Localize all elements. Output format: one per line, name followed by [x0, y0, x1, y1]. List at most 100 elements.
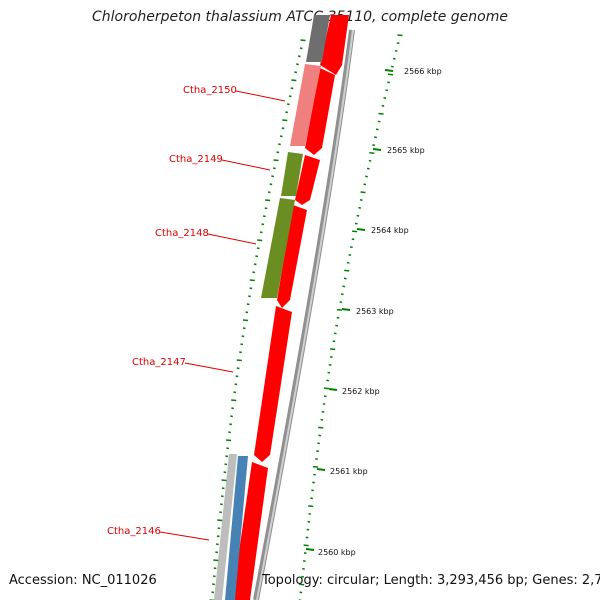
outer-tick	[303, 552, 307, 555]
outer-tick	[377, 120, 381, 123]
major-tick	[316, 468, 326, 471]
outer-tick	[322, 403, 326, 406]
inner-tick	[253, 263, 257, 266]
outer-tick	[323, 387, 329, 390]
gene-label[interactable]: Ctha_2147	[132, 357, 186, 368]
outer-tick	[346, 261, 350, 264]
inner-tick	[242, 319, 249, 322]
inner-tick	[226, 439, 232, 442]
outer-tick	[368, 159, 372, 162]
outer-tick	[392, 57, 396, 60]
major-tick	[341, 308, 351, 311]
inner-tick	[219, 511, 223, 514]
outer-tick	[366, 167, 370, 170]
outer-tick	[383, 97, 387, 100]
inner-tick	[294, 71, 298, 74]
map-title: Chloroherpeton thalassium ATCC 35110, co…	[92, 9, 508, 25]
gene-labels: Ctha_2150 Ctha_2149 Ctha_2148 Ctha_2147 …	[107, 85, 286, 541]
outer-tick	[302, 567, 305, 570]
major-tick	[356, 228, 366, 231]
inner-tick	[252, 271, 256, 274]
inner-tick	[217, 527, 221, 530]
inner-tick	[230, 415, 233, 418]
outer-tick	[356, 214, 360, 217]
kbp-label: 2563 kbp	[356, 307, 394, 316]
inner-tick	[249, 287, 253, 290]
inner-tick	[225, 455, 229, 458]
inner-tick	[248, 295, 251, 298]
outer-tick	[336, 316, 340, 319]
inner-tick	[269, 183, 273, 186]
inner-tick	[226, 447, 230, 450]
outer-tick	[332, 340, 336, 343]
inner-tick	[224, 463, 228, 466]
inner-tick	[296, 63, 299, 66]
inner-tick	[229, 423, 232, 426]
cog-feature-gray[interactable]	[214, 454, 237, 600]
outer-tick	[358, 206, 362, 209]
leader-line	[159, 531, 210, 541]
outer-tick	[307, 520, 311, 523]
outer-tick	[313, 473, 316, 476]
gene-arrow[interactable]	[295, 155, 320, 205]
leader-line	[184, 362, 234, 373]
kbp-label: 2564 kbp	[371, 226, 409, 235]
inner-tick	[299, 47, 303, 50]
outer-tick	[317, 442, 320, 445]
inner-tick	[246, 303, 250, 306]
inner-tick	[282, 119, 288, 122]
inner-tick	[245, 311, 249, 314]
outer-tick	[316, 450, 319, 453]
gene-label[interactable]: Ctha_2146	[107, 526, 161, 537]
cog-feature-olive[interactable]	[261, 198, 295, 298]
outer-tick	[327, 371, 331, 374]
cog-feature-blue[interactable]	[225, 456, 248, 600]
inner-tick	[213, 567, 217, 570]
cog-feature-gray[interactable]	[306, 15, 330, 62]
outer-tick	[312, 465, 319, 468]
outer-tick	[318, 426, 324, 429]
gene-label[interactable]: Ctha_2149	[169, 154, 223, 165]
outer-tick	[328, 363, 332, 366]
inner-tick	[271, 175, 275, 178]
outer-tick	[326, 379, 330, 382]
outer-tick	[387, 81, 390, 84]
leader-line	[221, 159, 271, 171]
major-tick	[372, 148, 382, 151]
outer-tick	[351, 238, 355, 241]
outer-tick	[315, 458, 318, 460]
inner-tick	[221, 487, 225, 490]
gene-arrow[interactable]	[277, 205, 307, 308]
inner-tick	[213, 559, 219, 562]
outer-tick	[340, 293, 344, 296]
inner-tick	[288, 95, 292, 98]
inner-tick	[249, 279, 255, 282]
gene-arrow[interactable]	[232, 462, 268, 600]
inner-tick	[212, 583, 215, 586]
cog-feature-olive[interactable]	[281, 152, 303, 196]
gene-label[interactable]: Ctha_2148	[155, 228, 209, 239]
leader-line	[207, 233, 257, 245]
outer-tick	[323, 395, 327, 398]
cog-feature-pink[interactable]	[290, 64, 321, 146]
inner-tick	[242, 327, 246, 330]
inner-tick	[220, 503, 223, 506]
outer-tick	[360, 191, 366, 194]
gene-arrow[interactable]	[320, 15, 349, 75]
inner-tick	[264, 207, 268, 210]
major-tick	[328, 388, 338, 391]
kbp-label: 2565 kbp	[387, 146, 425, 155]
outer-tick	[333, 332, 337, 335]
outer-tick	[305, 536, 309, 539]
major-tick	[384, 69, 394, 72]
inner-tick	[278, 143, 281, 146]
inner-tick	[272, 167, 276, 170]
inner-tick	[273, 159, 279, 162]
outer-tick	[372, 144, 376, 147]
gene-arrow[interactable]	[305, 68, 335, 155]
outer-tick	[374, 136, 377, 139]
gene-arrow[interactable]	[254, 306, 292, 462]
outer-tick	[299, 591, 303, 594]
gene-label[interactable]: Ctha_2150	[183, 85, 237, 96]
inner-tick	[240, 343, 244, 346]
